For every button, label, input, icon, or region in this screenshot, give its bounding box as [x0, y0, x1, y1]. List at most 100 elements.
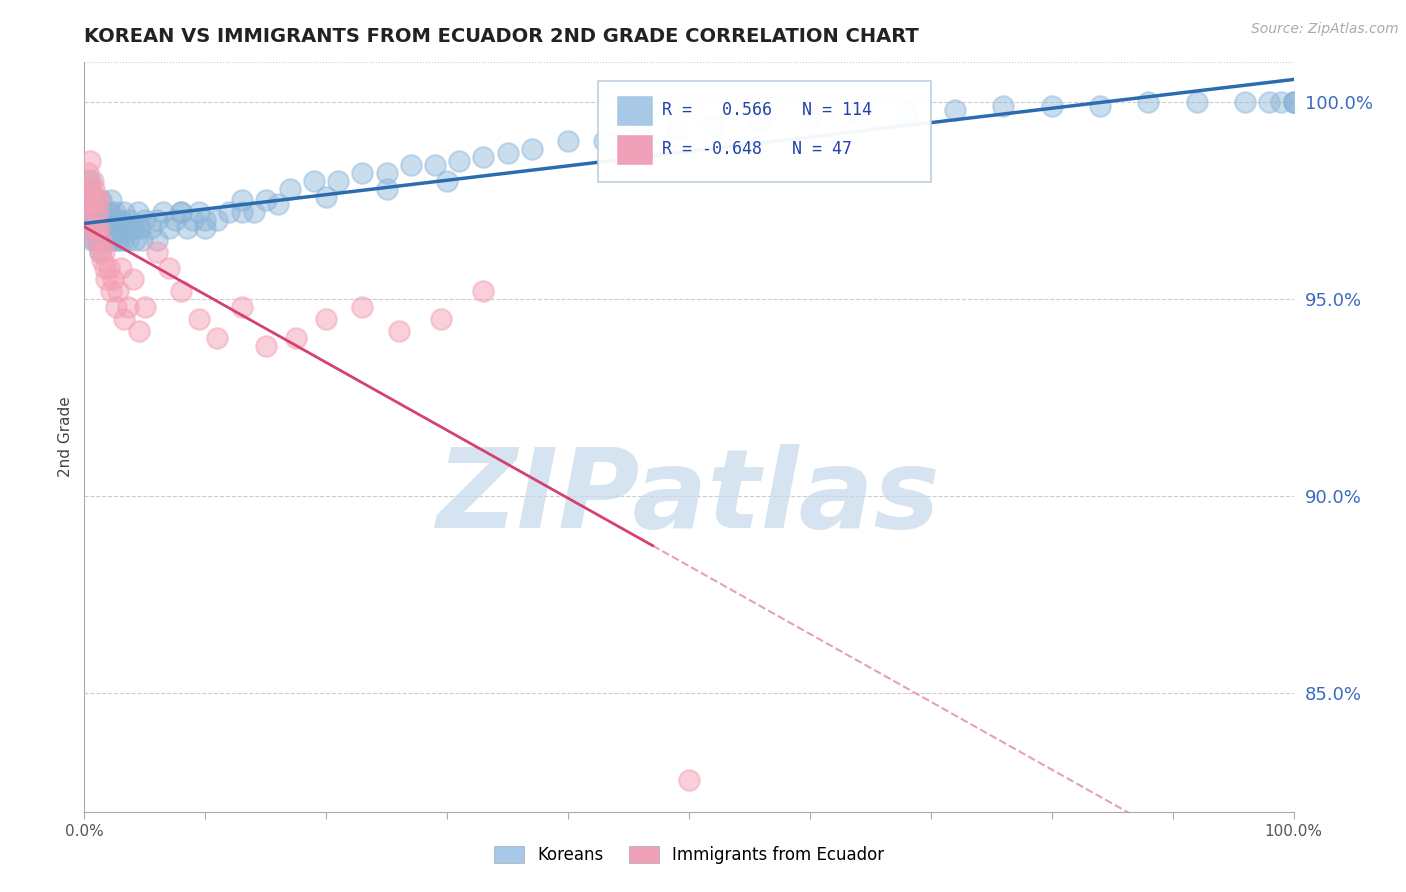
Point: [100, 221, 122, 235]
Point: [79, 154, 101, 169]
Point: [97, 213, 120, 227]
Point: [231, 205, 253, 219]
Point: [97, 213, 120, 227]
Point: [278, 181, 301, 195]
Point: [100, 284, 122, 298]
Point: [110, 260, 132, 275]
Point: [108, 233, 131, 247]
Point: [128, 221, 150, 235]
Point: [194, 221, 217, 235]
Point: [86, 213, 108, 227]
Point: [80, 194, 103, 208]
Point: [207, 213, 229, 227]
Point: [139, 221, 162, 235]
Point: [94, 260, 117, 275]
Point: [170, 205, 193, 219]
Point: [678, 773, 700, 788]
Point: [120, 213, 142, 227]
Point: [430, 311, 453, 326]
Point: [188, 311, 211, 326]
Point: [83, 205, 105, 219]
Point: [77, 174, 100, 188]
Point: [1137, 95, 1160, 109]
Point: [97, 233, 120, 247]
Point: [100, 194, 122, 208]
Point: [1234, 95, 1257, 109]
Point: [79, 174, 101, 188]
Point: [86, 205, 108, 219]
Point: [94, 205, 117, 219]
Point: [157, 221, 180, 235]
Text: Source: ZipAtlas.com: Source: ZipAtlas.com: [1251, 22, 1399, 37]
Point: [375, 181, 398, 195]
Bar: [616, 95, 652, 126]
Point: [129, 221, 152, 235]
Point: [83, 194, 105, 208]
Point: [1282, 95, 1305, 109]
Point: [127, 205, 149, 219]
Point: [86, 194, 108, 208]
Point: [134, 300, 156, 314]
Point: [77, 205, 100, 219]
Point: [702, 119, 724, 133]
Point: [267, 197, 290, 211]
Point: [112, 311, 135, 326]
Point: [93, 213, 115, 227]
Point: [194, 213, 217, 227]
Point: [231, 194, 253, 208]
Point: [117, 233, 139, 247]
Point: [152, 205, 174, 219]
Point: [449, 154, 471, 169]
Point: [83, 181, 105, 195]
Point: [91, 221, 114, 235]
Point: [76, 194, 98, 208]
Point: [254, 339, 277, 353]
Point: [284, 331, 308, 345]
Point: [472, 284, 495, 298]
Point: [77, 213, 100, 227]
Point: [89, 244, 111, 259]
Point: [1282, 95, 1305, 109]
Point: [91, 252, 114, 267]
Point: [146, 244, 169, 259]
Point: [101, 233, 124, 247]
Point: [157, 260, 180, 275]
Point: [352, 300, 374, 314]
Point: [87, 194, 110, 208]
Point: [165, 213, 187, 227]
Point: [87, 194, 110, 208]
Point: [80, 233, 103, 247]
Point: [89, 244, 111, 259]
Point: [242, 205, 264, 219]
Point: [1282, 95, 1305, 109]
Point: [231, 300, 253, 314]
Point: [188, 205, 211, 219]
Point: [121, 272, 143, 286]
Point: [77, 166, 100, 180]
Point: [76, 194, 98, 208]
Point: [388, 324, 411, 338]
Point: [112, 205, 135, 219]
Point: [799, 111, 821, 125]
Point: [107, 221, 129, 235]
Point: [207, 331, 229, 345]
Point: [593, 134, 616, 148]
Point: [124, 233, 146, 247]
Point: [84, 233, 107, 247]
Point: [1088, 99, 1111, 113]
Point: [328, 174, 350, 188]
Point: [82, 213, 104, 227]
Point: [146, 213, 169, 227]
Point: [146, 233, 169, 247]
Point: [112, 233, 135, 247]
Point: [86, 205, 108, 219]
Point: [1040, 99, 1063, 113]
Point: [104, 221, 127, 235]
Point: [89, 213, 111, 227]
Point: [181, 213, 204, 227]
Point: [104, 205, 127, 219]
Point: [90, 233, 112, 247]
Point: [423, 158, 446, 172]
Point: [115, 221, 138, 235]
Text: ZIPatlas: ZIPatlas: [437, 443, 941, 550]
